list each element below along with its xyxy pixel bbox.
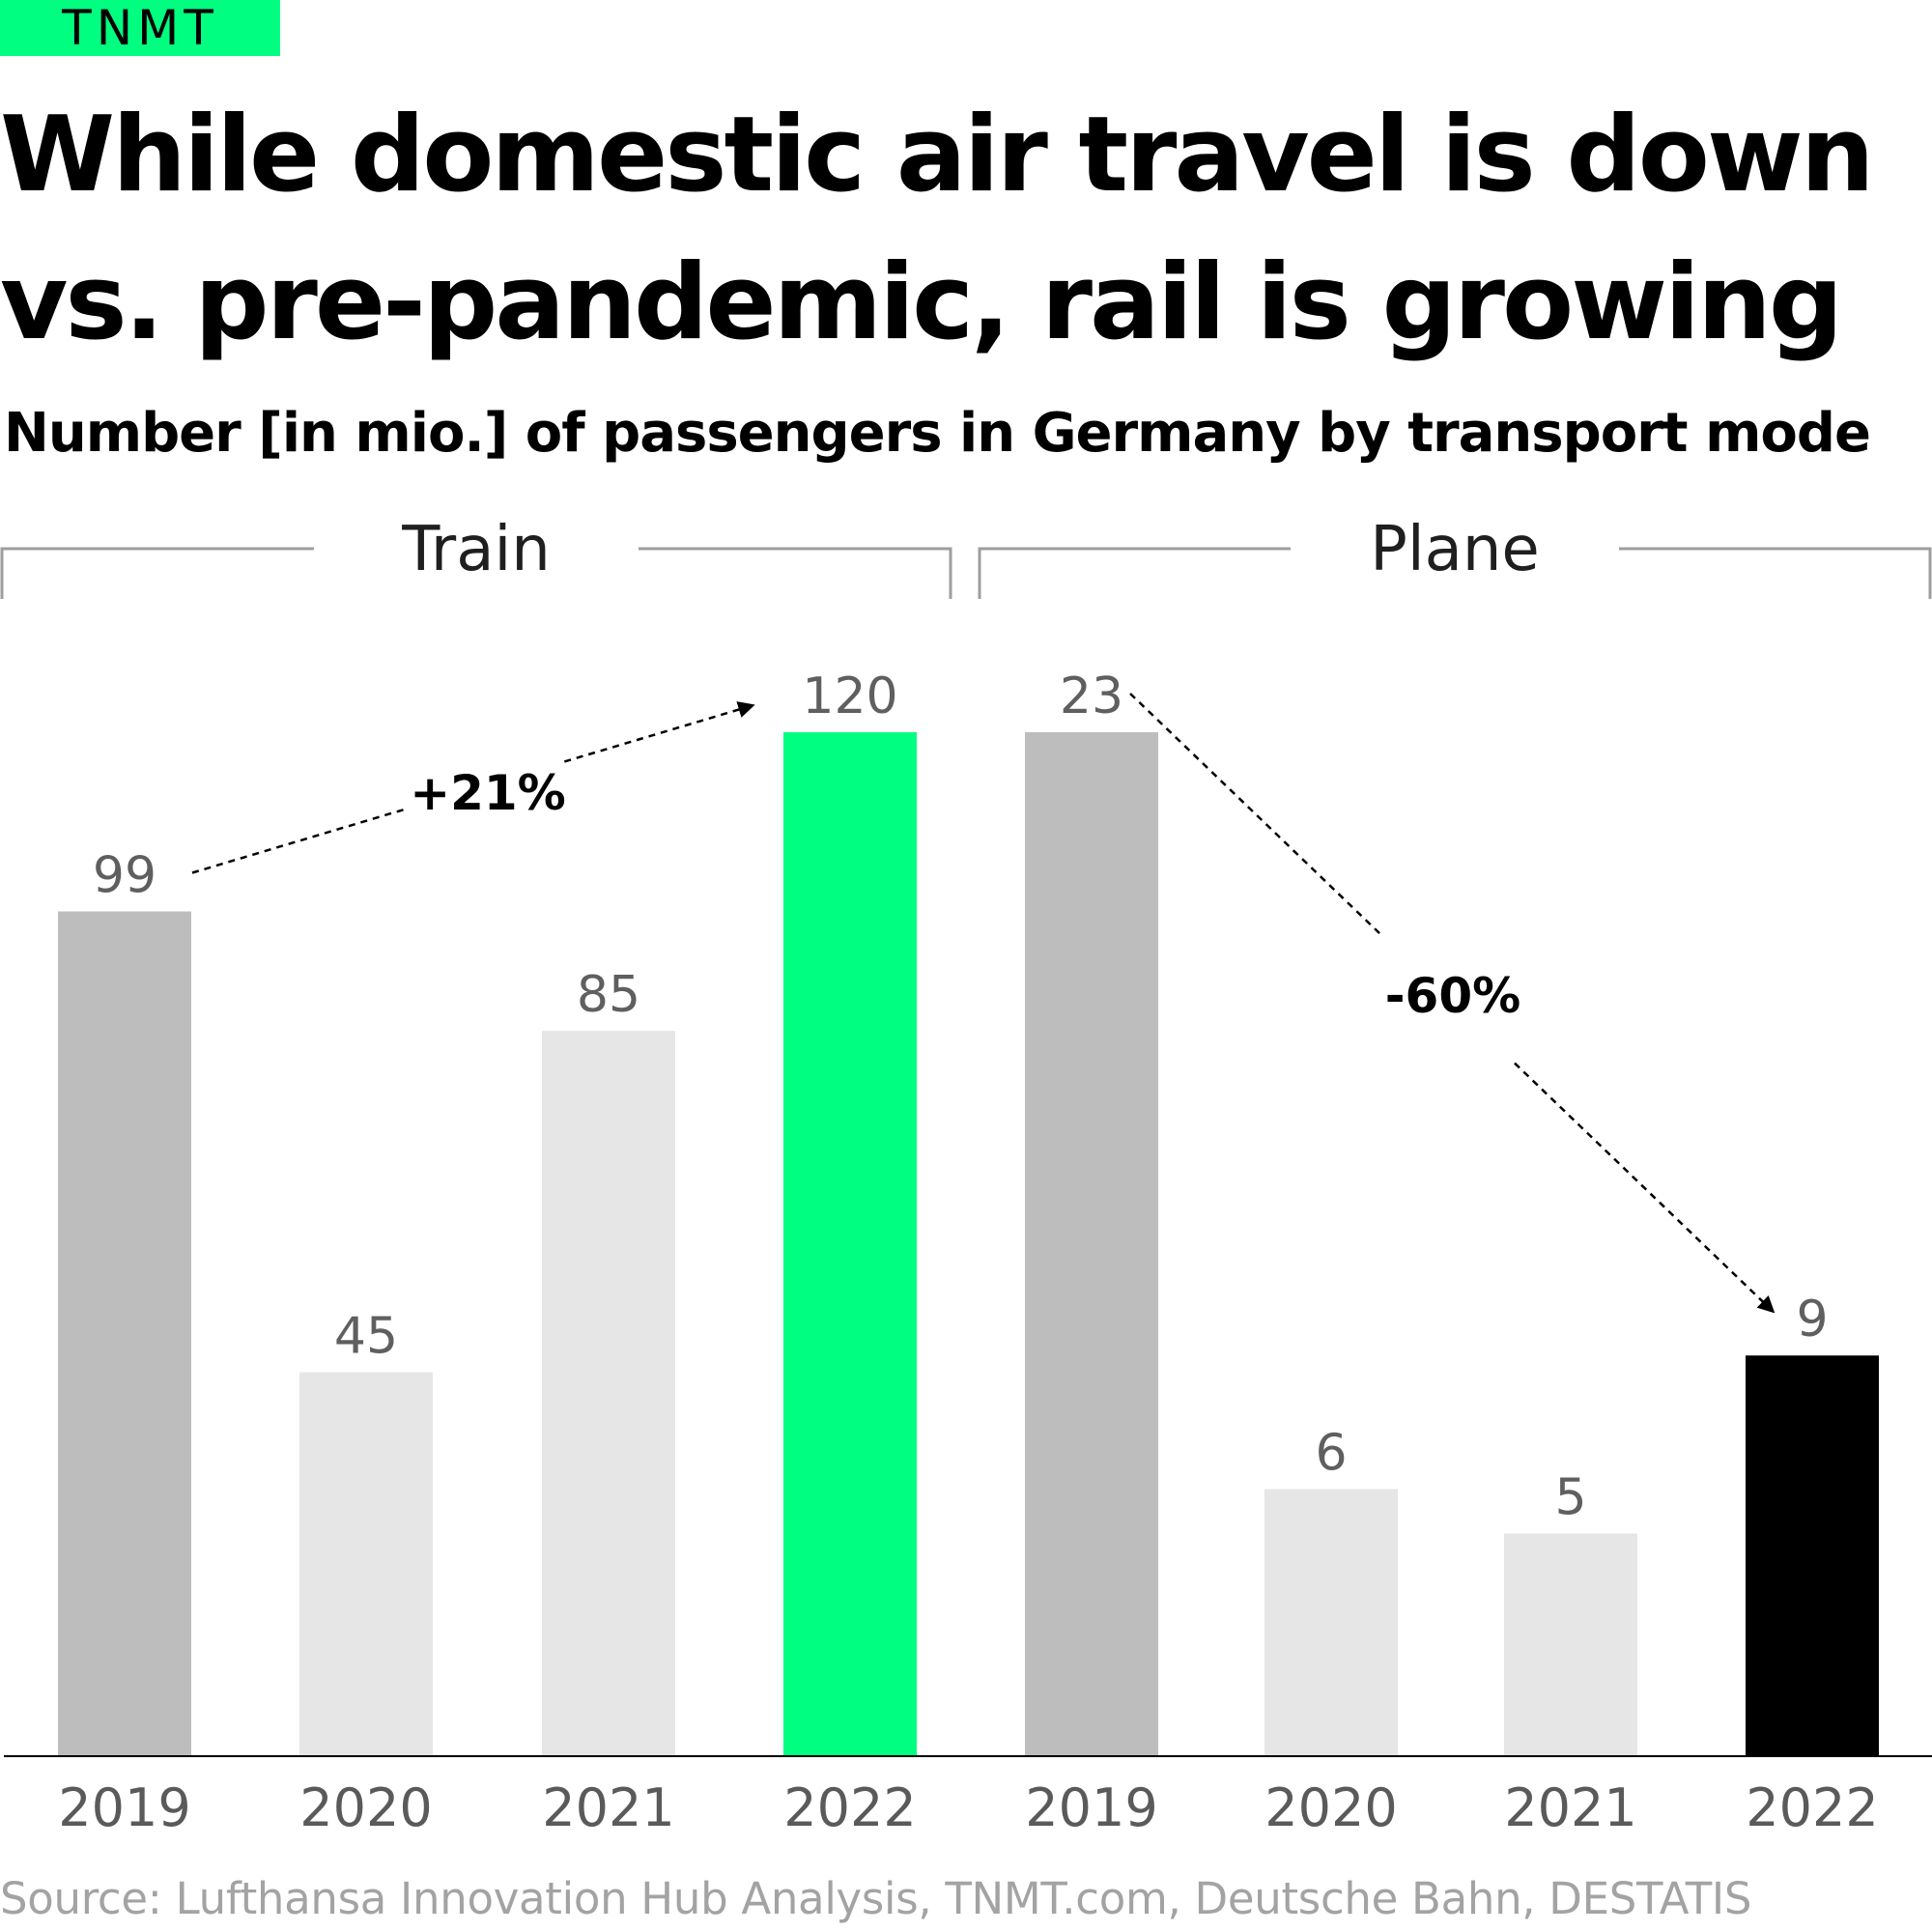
value-label-plane-2019: 23 [1060, 668, 1123, 725]
change-arrow-train-segment-2 [563, 701, 755, 763]
source-note: Source: Lufthansa Innovation Hub Analysi… [0, 1873, 1752, 1924]
bar-plane-2019 [1025, 732, 1158, 1756]
value-label-train-2022: 120 [802, 668, 897, 725]
value-label-plane-2022: 9 [1796, 1291, 1828, 1349]
chart-subtitle: Number [in mio.] of passengers in German… [4, 402, 1871, 465]
tick-label-plane-2019: 2019 [1025, 1777, 1157, 1838]
group-label-plane: Plane [1370, 514, 1540, 585]
bracket-train [0, 547, 952, 599]
brand-logo: TNMT [0, 0, 280, 56]
change-label-train: +21% [410, 765, 566, 821]
bar-train-2020 [299, 1372, 433, 1756]
bar-plane-2022 [1746, 1355, 1879, 1756]
value-label-plane-2020: 6 [1315, 1424, 1347, 1482]
tick-label-train-2019: 2019 [58, 1777, 190, 1838]
value-label-plane-2021: 5 [1554, 1469, 1586, 1527]
change-label-plane: -60% [1385, 968, 1520, 1024]
change-arrow-plane-segment-1 [1129, 693, 1383, 937]
bar-plane-2021 [1504, 1533, 1637, 1756]
tick-label-train-2020: 2020 [299, 1777, 432, 1838]
bar-train-2021 [542, 1031, 675, 1756]
bar-chart: Train Plane +21% -60% 99 2019 45 2020 85 2021 12… [0, 514, 1932, 1838]
bracket-plane [978, 547, 1932, 599]
value-label-train-2021: 85 [577, 966, 640, 1024]
group-label-train: Train [401, 514, 551, 585]
chart-title-line-2: vs. pre-pandemic, rail is growing [0, 242, 1843, 363]
bar-plane-2020 [1264, 1489, 1398, 1756]
chart-title: While domestic air travel is down vs. pr… [0, 81, 1893, 377]
change-arrow-train-segment-1 [191, 807, 408, 874]
tick-label-train-2022: 2022 [783, 1777, 916, 1838]
value-label-train-2020: 45 [334, 1308, 398, 1366]
bar-train-2019 [58, 911, 191, 1756]
value-label-train-2019: 99 [93, 847, 156, 905]
chart-title-line-1: While domestic air travel is down [0, 95, 1875, 215]
tick-label-plane-2022: 2022 [1746, 1777, 1878, 1838]
brand-logo-text: TNMT [62, 0, 218, 56]
tick-label-train-2021: 2021 [542, 1777, 674, 1838]
change-arrow-plane-segment-2 [1514, 1062, 1776, 1314]
tick-label-plane-2021: 2021 [1504, 1777, 1636, 1838]
tick-label-plane-2020: 2020 [1264, 1777, 1397, 1838]
bar-train-2022 [783, 732, 917, 1756]
